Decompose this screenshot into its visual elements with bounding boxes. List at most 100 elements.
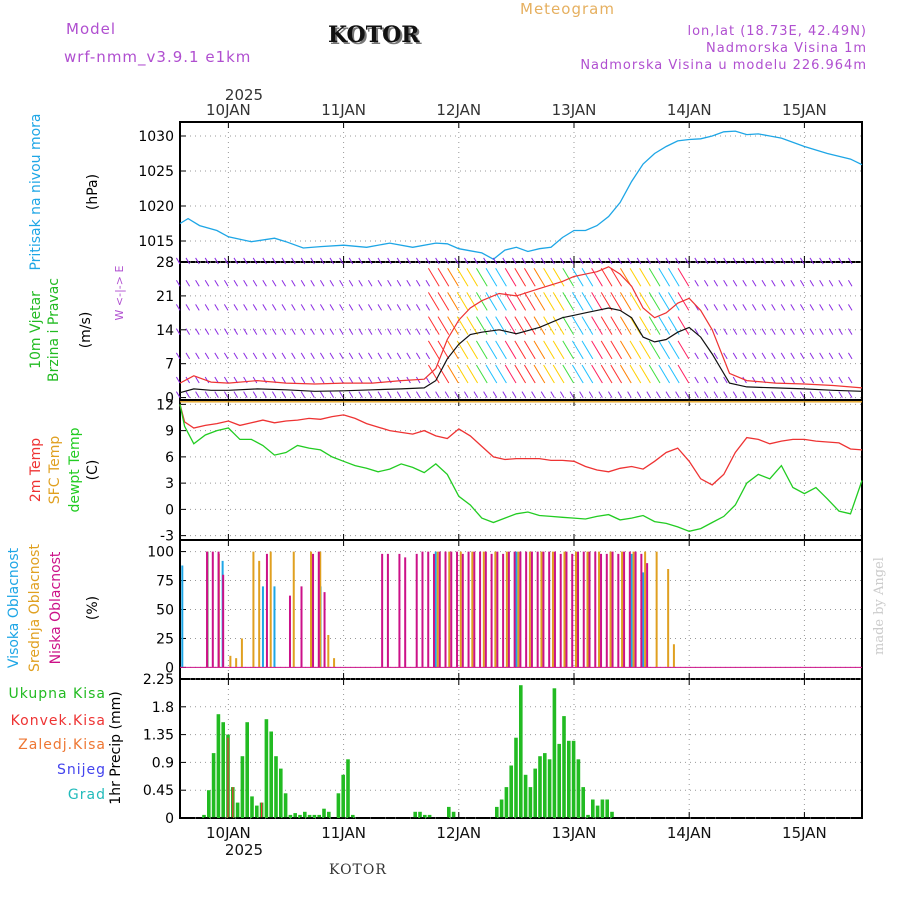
wind-barb [214, 279, 219, 287]
precip-bar [495, 806, 499, 818]
precip-bar [557, 743, 561, 818]
wind-barb [425, 391, 431, 398]
wind-barb [677, 292, 690, 311]
wind-barb [473, 391, 479, 398]
wind-barb [617, 391, 623, 398]
wind-barb [502, 391, 507, 398]
wind-barb [300, 352, 306, 360]
precip-bar [538, 756, 542, 818]
wind-barb [790, 328, 795, 335]
wind-barb [175, 304, 181, 311]
wind-barb [447, 364, 459, 384]
precip-bar [245, 722, 249, 818]
precip-bar [528, 787, 533, 818]
wind-barb [339, 391, 344, 398]
wind-barb [639, 364, 651, 384]
wind-barb [619, 292, 632, 311]
wind-barb [713, 279, 719, 287]
wind-barb [559, 391, 565, 398]
wind-barb [456, 292, 469, 311]
wind-barb [291, 352, 296, 360]
y-tick-label: 21 [156, 289, 174, 305]
wind-barb [396, 391, 402, 398]
wind-barb [195, 376, 200, 384]
wind-barb [533, 340, 546, 360]
wind-barb [271, 391, 277, 398]
model-altitude-label: Nadmorska Visina u modelu 226.964m [580, 58, 867, 73]
wind-barb [358, 257, 363, 265]
wind-barb [838, 328, 843, 335]
wind-barb [847, 304, 853, 311]
wind-barb [790, 257, 795, 265]
wind-barb [262, 257, 267, 265]
wind-barb [646, 391, 651, 398]
wind-barb [629, 267, 642, 287]
wind-barb [329, 257, 335, 265]
wind-barb [514, 364, 527, 384]
wind-barb [454, 391, 459, 398]
wind-barb [291, 279, 296, 287]
wind-barb [185, 376, 191, 384]
wind-barb [195, 328, 200, 335]
wind-barb [485, 316, 498, 335]
wind-barb [838, 304, 843, 311]
wind-barb [648, 340, 661, 360]
wind-barb [367, 391, 373, 398]
wind-barb [790, 376, 795, 384]
precip-bar [211, 753, 216, 818]
precip-bar [336, 793, 341, 818]
wind-barb [675, 391, 680, 398]
wind-barb [639, 267, 651, 287]
wind-barb [291, 391, 296, 398]
wind-barb [588, 257, 594, 265]
precip-bar [293, 813, 297, 818]
wind-barb [694, 257, 699, 265]
wind-barb [828, 376, 834, 384]
wind-barb [723, 376, 728, 384]
precip-bar [202, 814, 206, 818]
wind-barb [377, 257, 383, 265]
wind-barb [310, 328, 315, 335]
wind-barb [252, 352, 258, 360]
wind-barb [713, 304, 719, 311]
wind-barb [639, 316, 651, 335]
wind-barb [809, 391, 815, 398]
wind-barb [780, 376, 786, 384]
wind-barb [485, 292, 498, 311]
wind-barb [627, 257, 632, 265]
wind-barb [425, 328, 431, 335]
wind-barb [415, 352, 421, 360]
wind-barb [780, 257, 786, 265]
wind-barb [204, 279, 210, 287]
wind-barb [367, 257, 373, 265]
wind-barb [658, 267, 671, 287]
wind-barb [243, 391, 248, 398]
bottom-year-label: 2025 [225, 841, 263, 859]
wind-barb [300, 257, 306, 265]
wind-barb [435, 257, 440, 265]
y-tick-label: 3 [165, 476, 174, 492]
wind-barb [540, 391, 546, 398]
wind-barb [447, 267, 459, 287]
wind-barb [291, 257, 296, 265]
wind-barb [456, 364, 469, 384]
wind-barb [648, 267, 661, 287]
wind-barb [591, 292, 603, 311]
wind-barb [552, 340, 565, 360]
bottom-date-label: 14JAN [667, 824, 712, 842]
wind-barb [437, 267, 450, 287]
wind-barb [406, 257, 411, 265]
wind-barb [387, 279, 392, 287]
wind-barb [667, 267, 680, 287]
wind-barb [415, 391, 421, 398]
y-tick-label: 14 [156, 323, 174, 339]
wind-barb [319, 257, 325, 265]
wind-barb [610, 292, 623, 311]
precip-bar [600, 799, 605, 818]
wind-barb [367, 304, 373, 311]
precip-bar [571, 740, 576, 818]
wind-barb [454, 257, 459, 265]
wind-axis-title: 10m Vjetar [28, 291, 44, 369]
wind-barb [562, 292, 575, 311]
